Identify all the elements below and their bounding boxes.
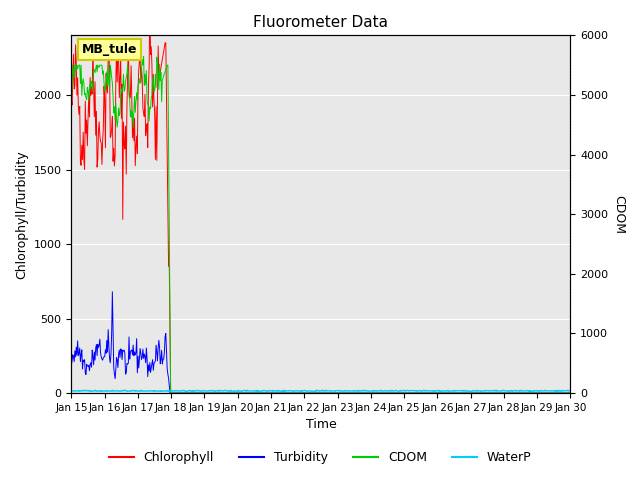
Chlorophyll <box>566 390 574 396</box>
Turbidity <box>166 390 174 396</box>
CDOM <box>383 390 390 396</box>
Y-axis label: CDOM: CDOM <box>612 195 625 234</box>
WaterP <box>129 388 136 394</box>
Y-axis label: Chlorophyll/Turbidity: Chlorophyll/Turbidity <box>15 150 28 278</box>
CDOM <box>566 390 574 396</box>
Chlorophyll <box>128 95 136 100</box>
WaterP <box>68 388 76 394</box>
Title: Fluorometer Data: Fluorometer Data <box>253 15 388 30</box>
WaterP <box>179 388 187 394</box>
Turbidity <box>129 352 136 358</box>
Turbidity <box>68 362 76 368</box>
CDOM <box>167 390 175 396</box>
Turbidity <box>566 390 574 396</box>
Chlorophyll <box>383 390 390 396</box>
WaterP <box>205 388 213 394</box>
CDOM <box>68 64 76 70</box>
Chlorophyll <box>146 0 154 3</box>
WaterP <box>397 387 404 393</box>
Turbidity <box>397 390 405 396</box>
WaterP <box>566 388 574 394</box>
Turbidity <box>109 289 116 295</box>
Turbidity <box>206 390 214 396</box>
Turbidity <box>383 390 390 396</box>
Chlorophyll <box>206 390 214 396</box>
Chlorophyll <box>397 390 405 396</box>
Chlorophyll <box>77 159 84 165</box>
Text: MB_tule: MB_tule <box>81 43 137 56</box>
Legend: Chlorophyll, Turbidity, CDOM, WaterP: Chlorophyll, Turbidity, CDOM, WaterP <box>104 446 536 469</box>
WaterP <box>77 388 84 394</box>
WaterP <box>382 387 390 393</box>
WaterP <box>121 387 129 393</box>
CDOM <box>140 53 147 59</box>
Chlorophyll <box>68 96 76 102</box>
CDOM <box>128 114 136 120</box>
Chlorophyll <box>180 390 188 396</box>
Line: Chlorophyll: Chlorophyll <box>72 0 570 393</box>
WaterP <box>554 389 561 395</box>
Line: CDOM: CDOM <box>72 56 570 393</box>
CDOM <box>77 81 84 86</box>
CDOM <box>206 390 214 396</box>
Turbidity <box>77 359 84 364</box>
Line: Turbidity: Turbidity <box>72 292 570 393</box>
Turbidity <box>180 390 188 396</box>
CDOM <box>180 390 188 396</box>
Chlorophyll <box>167 390 175 396</box>
Line: WaterP: WaterP <box>72 390 570 392</box>
CDOM <box>397 390 405 396</box>
X-axis label: Time: Time <box>305 419 336 432</box>
